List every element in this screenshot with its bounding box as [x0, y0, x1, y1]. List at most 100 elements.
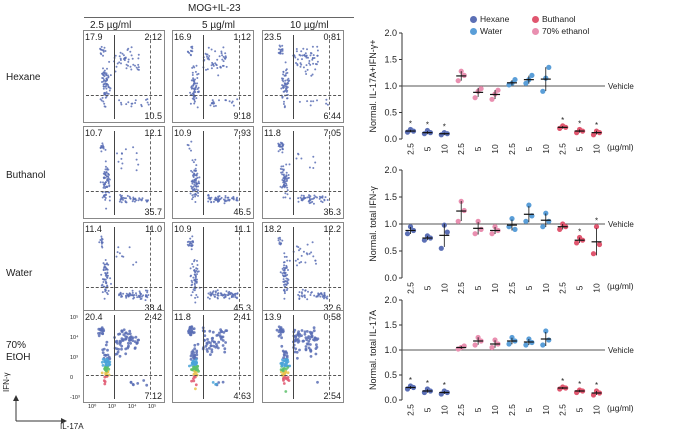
flow-event: [192, 276, 195, 279]
flow-event: [228, 292, 231, 295]
flow-event: [104, 288, 107, 291]
significance-star: *: [426, 121, 429, 130]
quadrant-top-left-value: 20.4: [85, 312, 103, 322]
flow-event: [311, 58, 314, 61]
flow-event: [121, 162, 124, 165]
y-tick-label: 0.0: [384, 273, 397, 283]
flow-event: [195, 64, 198, 67]
flow-event: [314, 259, 317, 262]
flow-event: [288, 259, 291, 262]
quadrant-bottom-right-value: 46.5: [233, 207, 251, 217]
flow-event: [122, 328, 126, 332]
significance-star: *: [443, 123, 446, 132]
flow-event: [305, 73, 308, 75]
flow-event: [211, 101, 214, 104]
flow-event: [285, 163, 288, 166]
flow-event: [311, 45, 314, 48]
flow-event: [224, 52, 227, 55]
flow-event: [136, 296, 139, 299]
flow-event: [217, 195, 220, 198]
flow-y-tick: -10³: [70, 395, 80, 401]
y-tick-label: 1.0: [384, 219, 397, 229]
flow-event: [316, 60, 319, 63]
flow-event: [197, 185, 200, 188]
flow-event: [194, 358, 198, 362]
flow-event: [190, 379, 193, 383]
flow-event: [281, 171, 284, 174]
flow-event: [284, 185, 287, 187]
flow-event: [191, 182, 194, 185]
flow-event: [308, 330, 312, 334]
flow-event: [304, 296, 306, 299]
flow-event: [192, 161, 195, 164]
x-tick-label: 10: [592, 144, 602, 154]
flow-event: [304, 289, 307, 292]
flow-event: [282, 71, 285, 73]
flow-event: [120, 62, 122, 65]
flow-event: [193, 360, 197, 364]
flow-event: [284, 74, 287, 77]
flow-event: [211, 381, 215, 384]
data-point: [540, 342, 546, 348]
flow-event: [115, 352, 119, 356]
flow-event: [209, 353, 212, 356]
flow-event: [286, 189, 289, 192]
flow-event: [301, 288, 304, 291]
legend-dot: [470, 15, 477, 23]
flow-event: [103, 177, 105, 180]
flow-event: [299, 247, 302, 250]
flow-event: [286, 179, 288, 182]
flow-event: [139, 291, 142, 294]
flow-event: [102, 379, 106, 383]
flow-event: [324, 196, 327, 199]
flow-event: [189, 53, 192, 56]
flow-event: [282, 185, 285, 188]
flow-event: [107, 179, 110, 182]
flow-event: [304, 347, 308, 351]
x-tick-label: 5: [422, 146, 432, 151]
flow-event: [192, 65, 195, 68]
flow-event: [308, 337, 312, 341]
flow-event: [128, 195, 131, 198]
flow-event: [286, 371, 290, 375]
flow-event: [191, 50, 194, 53]
flow-event: [224, 195, 227, 197]
flow-event: [313, 294, 316, 297]
flow-event: [222, 55, 225, 58]
flow-event: [104, 280, 107, 283]
flow-event: [226, 294, 229, 297]
flow-event: [120, 201, 123, 204]
flow-event: [209, 291, 212, 294]
flow-event: [118, 343, 122, 346]
flow-event: [210, 67, 213, 70]
x-tick-label: 5: [524, 146, 534, 151]
flow-event: [312, 167, 315, 169]
flow-event: [126, 346, 129, 350]
flow-event: [306, 48, 308, 51]
flow-event: [320, 292, 323, 295]
x-tick-label: 10: [541, 283, 551, 293]
flow-event: [297, 200, 300, 203]
flow-x-tick: 10⁵: [148, 404, 157, 410]
flow-event: [282, 165, 285, 168]
flow-event: [129, 380, 133, 384]
flow-event: [205, 53, 208, 56]
flow-event: [278, 241, 281, 244]
flow-event: [116, 152, 118, 155]
flow-event: [285, 255, 288, 258]
flow-event: [196, 77, 199, 79]
gate-line-horizontal: [175, 191, 251, 192]
flow-event: [282, 181, 285, 184]
flow-event: [100, 273, 103, 276]
flow-event: [304, 345, 308, 348]
flow-event: [106, 178, 109, 180]
flow-event: [206, 338, 209, 341]
y-tick-label: 1.5: [384, 320, 397, 330]
y-tick-label: 1.0: [384, 345, 397, 355]
flow-event: [208, 329, 212, 333]
gate-line-horizontal: [86, 95, 162, 96]
flow-event: [217, 200, 220, 203]
gate-line-vertical: [114, 227, 115, 311]
flow-scatter: [275, 325, 320, 393]
flow-event: [279, 167, 282, 170]
